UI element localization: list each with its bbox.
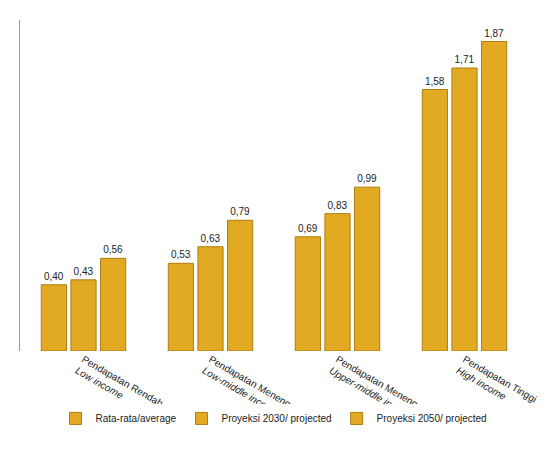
svg-text:0,69: 0,69 [298,223,318,234]
svg-text:0,53: 0,53 [171,249,191,260]
svg-text:0,83: 0,83 [328,200,348,211]
svg-text:Proyeksi 2030/ projected: Proyeksi 2030/ projected [222,413,332,424]
svg-text:1,87: 1,87 [484,28,504,39]
svg-text:Proyeksi 2050/ projected: Proyeksi 2050/ projected [377,413,487,424]
svg-text:0,79: 0,79 [230,206,250,217]
svg-text:Rata-rata/average: Rata-rata/average [96,413,177,424]
svg-text:0,43: 0,43 [74,266,94,277]
svg-text:1,58: 1,58 [425,76,445,87]
svg-text:0,63: 0,63 [201,233,221,244]
svg-text:1,71: 1,71 [455,54,475,65]
svg-text:0,99: 0,99 [357,173,377,184]
svg-text:0,40: 0,40 [44,271,64,282]
svg-text:0,56: 0,56 [103,244,123,255]
